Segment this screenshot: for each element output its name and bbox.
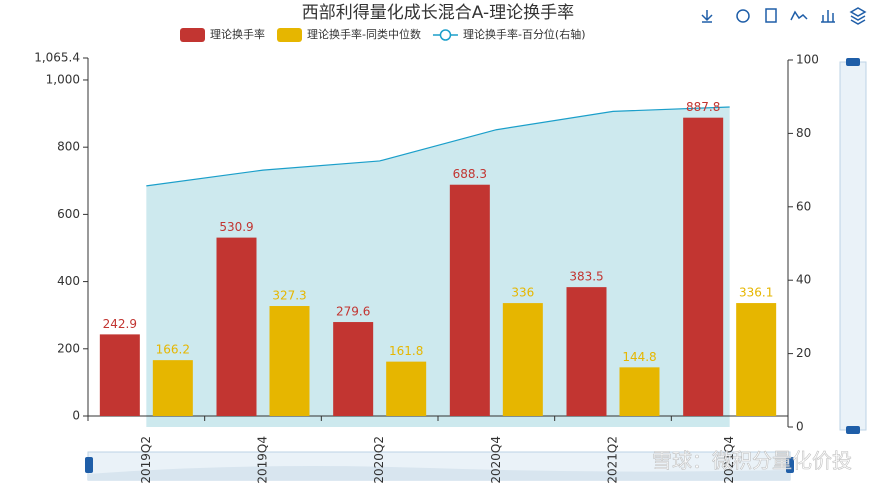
x-tick-label: 2020Q2 — [372, 436, 386, 484]
vertical-zoom[interactable] — [839, 61, 867, 431]
x-tick-label: 2021Q4 — [722, 436, 736, 484]
zoom-handle[interactable] — [846, 426, 860, 434]
value-label: 242.9 — [103, 317, 137, 331]
value-label: 327.3 — [272, 289, 306, 303]
value-label: 530.9 — [219, 220, 253, 234]
y2-tick-label: 80 — [796, 126, 811, 140]
bar — [566, 287, 607, 416]
y2-tick-label: 20 — [796, 346, 811, 360]
y-tick-label: 600 — [57, 207, 80, 221]
bar — [386, 361, 427, 416]
watermark: 雪球：微积分量化价投 — [652, 449, 852, 473]
value-label: 336.1 — [739, 286, 773, 300]
zoom-preview — [88, 466, 790, 480]
data-view-icon[interactable] — [765, 8, 777, 23]
toolbox[interactable] — [701, 7, 867, 25]
bar — [619, 367, 660, 416]
y-tick-label: 0 — [72, 409, 80, 423]
x-tick-label: 2019Q2 — [139, 436, 153, 484]
y-tick-label: 200 — [57, 341, 80, 355]
bar — [152, 360, 193, 416]
zoom-handle[interactable] — [85, 457, 93, 473]
save-icon[interactable] — [701, 10, 713, 23]
bar — [736, 303, 777, 416]
chart-title: 西部利得量化成长混合A-理论换手率 — [302, 3, 574, 23]
value-label: 887.8 — [686, 100, 720, 114]
bar — [216, 237, 257, 416]
refresh-icon[interactable] — [736, 9, 750, 23]
y2-tick-label: 60 — [796, 199, 811, 213]
y-tick-label: 1,000 — [46, 72, 80, 86]
legend-icon — [277, 28, 302, 42]
x-tick-label: 2019Q4 — [256, 436, 270, 484]
x-tick-label: 2020Q4 — [489, 436, 503, 484]
bar — [99, 334, 140, 416]
stack-icon[interactable] — [849, 7, 867, 25]
legend-label: 理论换手率 — [210, 27, 265, 41]
bar — [683, 117, 724, 417]
bar — [449, 184, 490, 416]
value-label: 166.2 — [156, 343, 190, 357]
line — [146, 106, 730, 187]
value-label: 161.8 — [389, 344, 423, 358]
bar — [502, 303, 543, 416]
y-tick-label: 1,065.4 — [34, 51, 80, 65]
y-tick-label: 400 — [57, 274, 80, 288]
legend[interactable]: 理论换手率 理论换手率-同类中位数 理论换手率-百分位(右轴) — [180, 27, 586, 42]
y2-tick-label: 0 — [796, 420, 804, 434]
value-label: 688.3 — [453, 167, 487, 181]
legend-label: 理论换手率-百分位(右轴) — [463, 27, 586, 41]
value-label: 383.5 — [569, 270, 603, 284]
value-label: 336 — [511, 286, 534, 300]
legend-label: 理论换手率-同类中位数 — [307, 27, 421, 41]
bar — [333, 322, 374, 416]
zoom-handle[interactable] — [846, 58, 860, 66]
legend-icon — [180, 28, 205, 42]
y-tick-label: 800 — [57, 140, 80, 154]
zoom-handle[interactable] — [786, 457, 794, 473]
bar — [269, 306, 310, 416]
x-tick-label: 2021Q2 — [606, 436, 620, 484]
line-icon[interactable] — [790, 10, 808, 21]
y2-tick-label: 40 — [796, 273, 811, 287]
y2-tick-label: 100 — [796, 53, 819, 67]
value-label: 144.8 — [622, 350, 656, 364]
value-label: 279.6 — [336, 305, 370, 319]
bar-icon[interactable] — [821, 10, 835, 23]
legend-icon — [439, 29, 452, 41]
